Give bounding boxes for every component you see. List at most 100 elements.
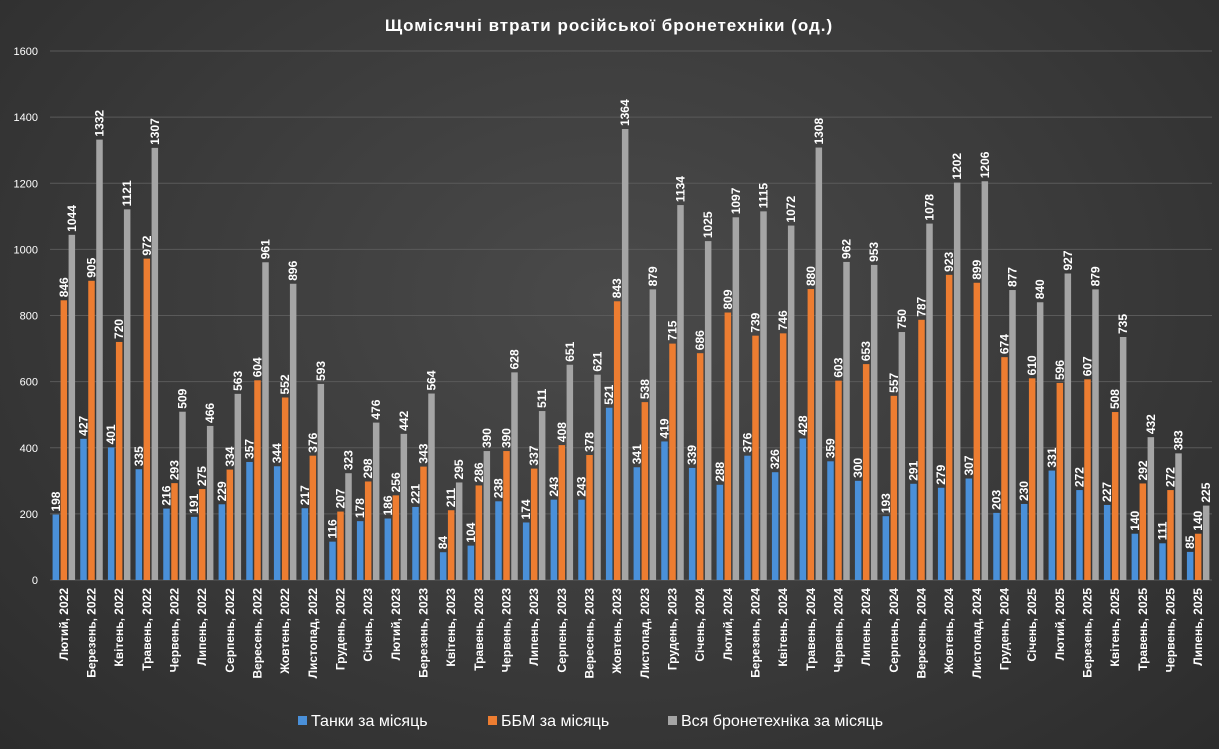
bar-total (1202, 505, 1210, 580)
data-label: 300 (851, 457, 865, 477)
data-label: 563 (231, 371, 245, 391)
data-label: 552 (278, 374, 292, 394)
bar-tanks (854, 480, 862, 580)
bar-tanks (605, 407, 613, 580)
data-label: 286 (472, 462, 486, 482)
data-label: 85 (1183, 535, 1197, 549)
bars (52, 129, 1210, 581)
data-label: 927 (1061, 250, 1075, 270)
x-tick-label: Квітень, 2022 (112, 588, 126, 667)
data-label: 279 (934, 464, 948, 484)
bar-total (206, 425, 214, 580)
y-axis: 0 200 400 600 800 1000 1200 1400 1600 (14, 46, 38, 587)
x-tick-label: Лютий, 2022 (57, 588, 71, 661)
bar-total (234, 393, 242, 580)
data-label: 116 (326, 519, 340, 539)
data-label: 442 (397, 411, 411, 431)
bar-bbm (696, 353, 704, 580)
x-tick-label: Серпень, 2024 (887, 588, 901, 673)
y-tick-label: 1600 (14, 46, 38, 58)
bar-tanks (633, 467, 641, 580)
bar-total (96, 139, 103, 581)
data-label: 476 (369, 399, 383, 419)
x-tick-label: Лютий, 2025 (1053, 588, 1067, 661)
data-label: 508 (1108, 389, 1122, 409)
data-label: 256 (389, 472, 403, 492)
bar-total (898, 332, 906, 580)
bar-tanks (412, 506, 419, 580)
data-label: 953 (867, 242, 881, 262)
x-axis: Лютий, 2022 Березень, 2022 Квітень, 2022 Тр… (57, 588, 1205, 679)
x-tick-label: Грудень, 2024 (998, 588, 1012, 670)
x-tick-label: Квітень, 2024 (776, 588, 790, 667)
y-tick-label: 1000 (14, 244, 38, 256)
data-label: 1308 (812, 118, 826, 145)
data-label: 972 (140, 235, 154, 255)
data-label: 335 (132, 446, 146, 466)
data-label: 809 (721, 289, 735, 309)
x-tick-label: Грудень, 2023 (666, 588, 680, 670)
data-label: 331 (1045, 447, 1059, 467)
data-label: 1202 (950, 153, 964, 180)
data-labels: 198 846 1044 427 905 1332 401 720 1121 335 972 1307… (49, 99, 1213, 549)
data-label: 879 (646, 266, 660, 286)
data-label: 962 (840, 239, 854, 259)
x-tick-label: Липень, 2025 (1191, 588, 1205, 666)
bar-total (594, 374, 601, 580)
data-label: 746 (776, 310, 790, 330)
data-label: 509 (176, 388, 190, 408)
bar-tanks (329, 541, 336, 580)
legend-label: Танки за місяць (311, 713, 428, 730)
data-label: 877 (1006, 267, 1020, 287)
x-tick-label: Червень, 2022 (168, 588, 182, 673)
data-label: 923 (942, 251, 956, 271)
bar-tanks (771, 472, 779, 580)
x-tick-label: Липень, 2023 (527, 588, 541, 666)
bar-total (732, 217, 740, 580)
x-tick-label: Листопад, 2024 (970, 588, 984, 679)
data-label: 186 (381, 495, 395, 515)
bar-bbm (226, 469, 234, 580)
data-label: 787 (915, 296, 929, 316)
bar-tanks (1159, 543, 1166, 580)
data-label: 216 (160, 485, 174, 505)
bar-bbm (945, 274, 953, 580)
data-label: 104 (464, 522, 478, 542)
bar-total (649, 289, 657, 580)
bar-total (621, 129, 629, 580)
bar-bbm (309, 455, 317, 580)
bar-total (400, 433, 408, 580)
data-label: 227 (1100, 482, 1114, 502)
data-label: 238 (492, 478, 506, 498)
data-label: 198 (49, 491, 63, 511)
data-label: 1044 (65, 205, 79, 232)
data-label: 880 (804, 266, 818, 286)
bar-total (455, 482, 463, 580)
bar-tanks (688, 467, 696, 580)
bar-total (566, 364, 574, 580)
data-label: 272 (1073, 467, 1087, 487)
bar-tanks (80, 438, 87, 580)
data-label: 538 (638, 379, 652, 399)
data-label: 272 (1164, 467, 1178, 487)
y-tick-label: 1200 (14, 178, 38, 190)
bar-tanks (1186, 551, 1194, 580)
bar-total (843, 261, 850, 580)
bar-bbm (447, 510, 455, 580)
bar-total (815, 147, 823, 581)
data-label: 466 (203, 403, 217, 423)
data-label: 343 (417, 443, 431, 463)
data-label: 401 (104, 424, 118, 444)
data-label: 292 (1136, 460, 1150, 480)
data-label: 221 (409, 484, 423, 504)
bar-total (289, 283, 297, 580)
bar-total (870, 264, 878, 580)
x-tick-label: Березень, 2025 (1081, 588, 1095, 678)
data-label: 291 (907, 460, 921, 480)
data-label: 288 (713, 461, 727, 481)
data-label: 846 (57, 277, 71, 297)
bar-bbm (337, 511, 344, 580)
bar-bbm (890, 395, 898, 580)
data-label: 879 (1089, 266, 1103, 286)
x-tick-label: Травень, 2023 (472, 588, 486, 671)
